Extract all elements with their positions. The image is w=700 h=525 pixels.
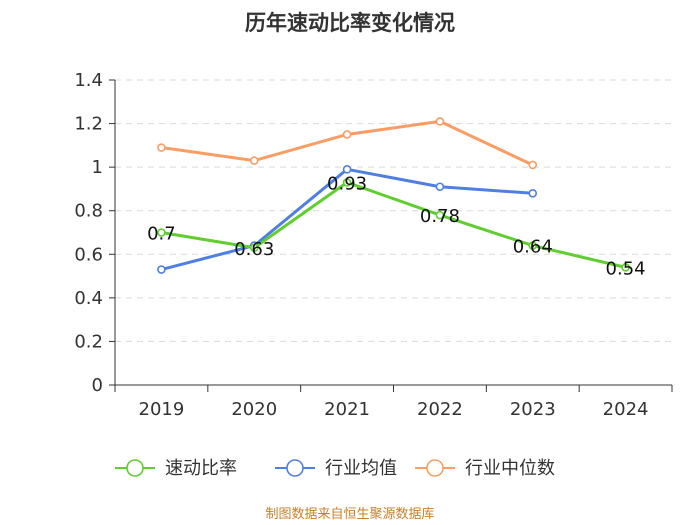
data-point bbox=[528, 188, 538, 198]
y-tick-label: 0.8 bbox=[74, 201, 103, 222]
legend-label: 行业均值 bbox=[325, 458, 397, 479]
data-point bbox=[435, 182, 445, 192]
data-label: 0.7 bbox=[147, 224, 176, 245]
data-label: 0.93 bbox=[327, 173, 367, 194]
data-point bbox=[621, 263, 630, 272]
legend-item[interactable]: 速动比率 bbox=[115, 458, 237, 479]
data-point bbox=[249, 156, 259, 165]
y-tick-label: 0.4 bbox=[74, 288, 103, 309]
data-point bbox=[342, 130, 352, 139]
x-tick-label: 2019 bbox=[139, 399, 185, 420]
legend: 速动比率 行业均值 行业中位数 bbox=[115, 458, 555, 479]
source-note: 制图数据来自恒生聚源数据库 bbox=[265, 506, 434, 522]
series-line bbox=[161, 119, 534, 167]
data-point bbox=[157, 228, 166, 237]
legend-swatch-marker bbox=[286, 459, 304, 477]
data-point bbox=[528, 160, 538, 170]
data-label: 0.63 bbox=[234, 239, 274, 260]
x-tick-label: 2020 bbox=[231, 399, 277, 420]
data-point bbox=[157, 265, 166, 274]
x-tick-label: 2024 bbox=[603, 399, 649, 420]
legend-swatch-marker bbox=[426, 459, 444, 477]
y-tick-label: 1.4 bbox=[74, 70, 103, 91]
legend-swatch-marker bbox=[126, 459, 144, 477]
data-point bbox=[435, 210, 445, 220]
series-line bbox=[161, 180, 626, 269]
data-point bbox=[528, 241, 538, 250]
data-point bbox=[435, 117, 445, 126]
legend-label: 速动比率 bbox=[165, 458, 237, 479]
y-tick-label: 0.6 bbox=[74, 244, 103, 265]
data-point bbox=[157, 143, 166, 152]
legend-item[interactable]: 行业中位数 bbox=[415, 458, 555, 479]
y-tick-label: 1 bbox=[92, 157, 103, 178]
x-tick-label: 2021 bbox=[324, 399, 370, 420]
series-lines bbox=[157, 117, 630, 274]
series-0 bbox=[157, 178, 630, 272]
data-point bbox=[342, 165, 352, 174]
x-tick-label: 2022 bbox=[417, 399, 463, 420]
data-label: 0.78 bbox=[420, 206, 460, 227]
x-tick-label: 2023 bbox=[510, 399, 556, 420]
data-point bbox=[249, 243, 259, 253]
series-2 bbox=[157, 117, 538, 170]
y-tick-label: 0.2 bbox=[74, 331, 103, 352]
grid-lines bbox=[115, 79, 672, 342]
y-tick-label: 0 bbox=[92, 375, 103, 396]
data-label: 0.54 bbox=[606, 258, 646, 279]
chart-title: 历年速动比率变化情况 bbox=[245, 11, 455, 35]
y-tick-label: 1.2 bbox=[74, 114, 103, 135]
axes: 0 0.2 0.4 0.6 0.8 1 1.2 1.4 2019 2020 2021 2022 2023… bbox=[74, 70, 673, 420]
legend-item[interactable]: 行业均值 bbox=[275, 458, 397, 479]
legend-label: 行业中位数 bbox=[465, 458, 555, 479]
data-label: 0.64 bbox=[513, 237, 553, 258]
data-point bbox=[342, 178, 352, 187]
data-labels: 0.7 0.63 0.93 0.78 0.64 0.54 bbox=[147, 173, 646, 279]
